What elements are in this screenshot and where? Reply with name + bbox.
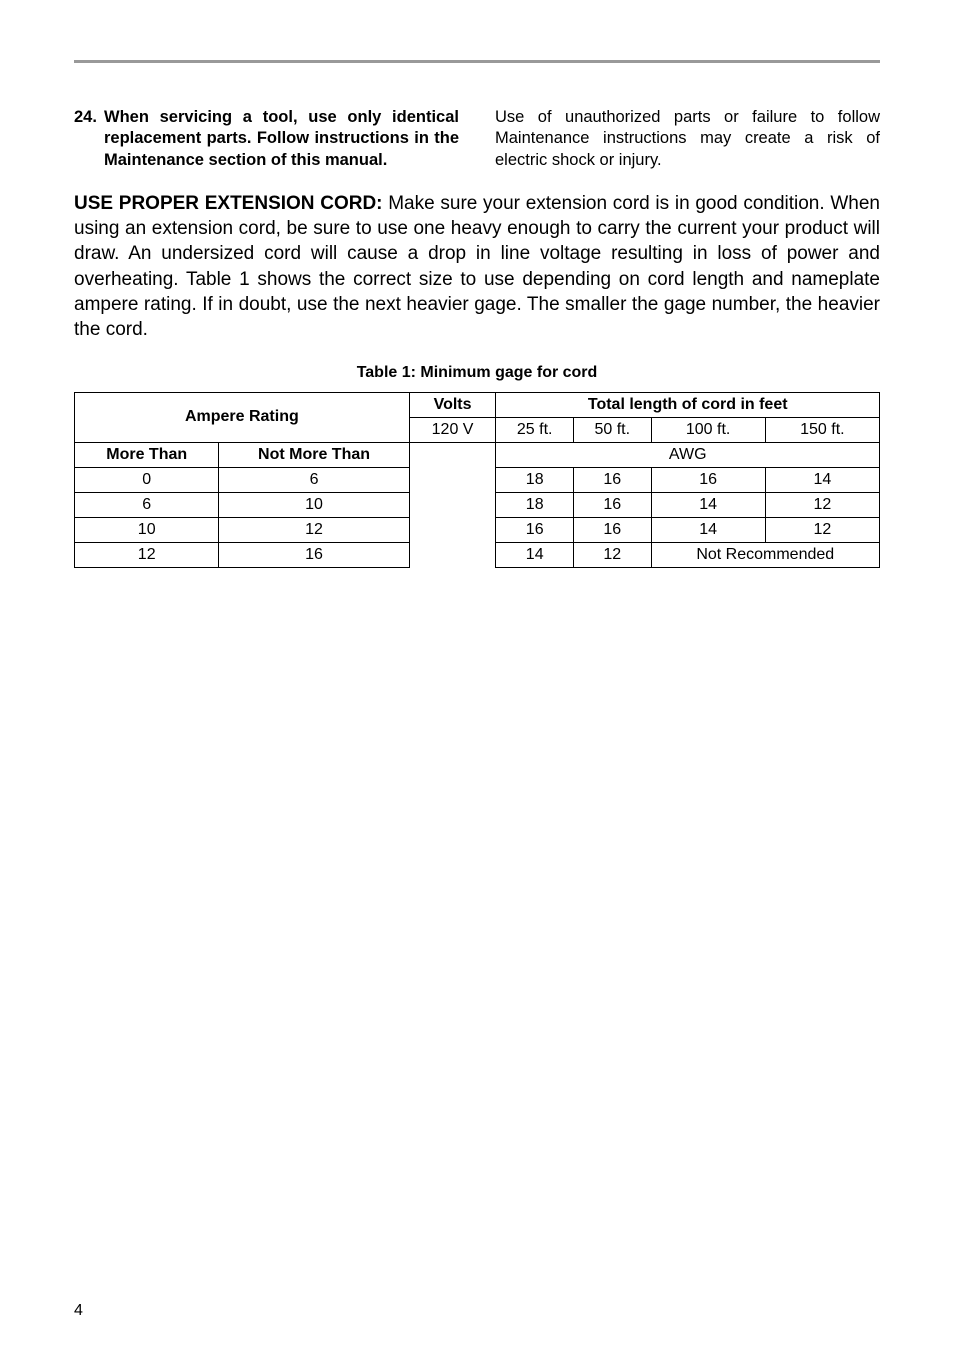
cord-table: Ampere Rating Volts Total length of cord… [74,392,880,568]
right-column-text: Use of unauthorized parts or failure to … [495,108,880,169]
list-item-bold-text: When servicing a tool, use only identica… [104,107,459,171]
body-lead-bold: USE PROPER EXTENSION CORD: [74,193,383,214]
hdr-len-100: 100 ft. [651,417,765,442]
left-column: 24.When servicing a tool, use only ident… [74,107,459,171]
hdr-ampere-rating: Ampere Rating [75,392,410,442]
header-rule [74,60,880,63]
body-paragraph: USE PROPER EXTENSION CORD: Make sure you… [74,191,880,341]
hdr-total-length: Total length of cord in feet [496,392,880,417]
hdr-volts-value: 120 V [409,417,496,442]
hdr-len-25: 25 ft. [496,417,574,442]
hdr-not-more-than: Not More Than [219,442,409,467]
page-number: 4 [74,1302,83,1320]
hdr-volts: Volts [409,392,496,417]
cell-notmore: 6 [219,467,409,492]
cell-25: 16 [496,517,574,542]
table-row: Ampere Rating Volts Total length of cord… [75,392,880,417]
volts-column-blank [409,442,496,567]
cell-50: 16 [573,517,651,542]
hdr-more-than: More Than [75,442,219,467]
cell-more: 0 [75,467,219,492]
cell-25: 18 [496,492,574,517]
cell-50: 12 [573,542,651,567]
cell-not-recommended: Not Recommended [651,542,879,567]
cell-25: 14 [496,542,574,567]
cell-more: 6 [75,492,219,517]
cell-50: 16 [573,492,651,517]
cell-100: 14 [651,517,765,542]
cell-150: 12 [765,517,879,542]
cell-100: 16 [651,467,765,492]
cell-50: 16 [573,467,651,492]
table-row: More Than Not More Than AWG [75,442,880,467]
table-caption: Table 1: Minimum gage for cord [74,364,880,382]
page-container: 24.When servicing a tool, use only ident… [0,0,954,1352]
cell-150: 14 [765,467,879,492]
cell-notmore: 10 [219,492,409,517]
cell-notmore: 16 [219,542,409,567]
body-rest: Make sure your extension cord is in good… [74,193,880,339]
cell-100: 14 [651,492,765,517]
cell-notmore: 12 [219,517,409,542]
list-item-number: 24. [74,107,104,171]
two-column-block: 24.When servicing a tool, use only ident… [74,107,880,171]
hdr-len-50: 50 ft. [573,417,651,442]
hdr-awg: AWG [496,442,880,467]
cell-25: 18 [496,467,574,492]
cell-150: 12 [765,492,879,517]
hdr-len-150: 150 ft. [765,417,879,442]
cell-more: 10 [75,517,219,542]
right-column: Use of unauthorized parts or failure to … [495,107,880,171]
cell-more: 12 [75,542,219,567]
